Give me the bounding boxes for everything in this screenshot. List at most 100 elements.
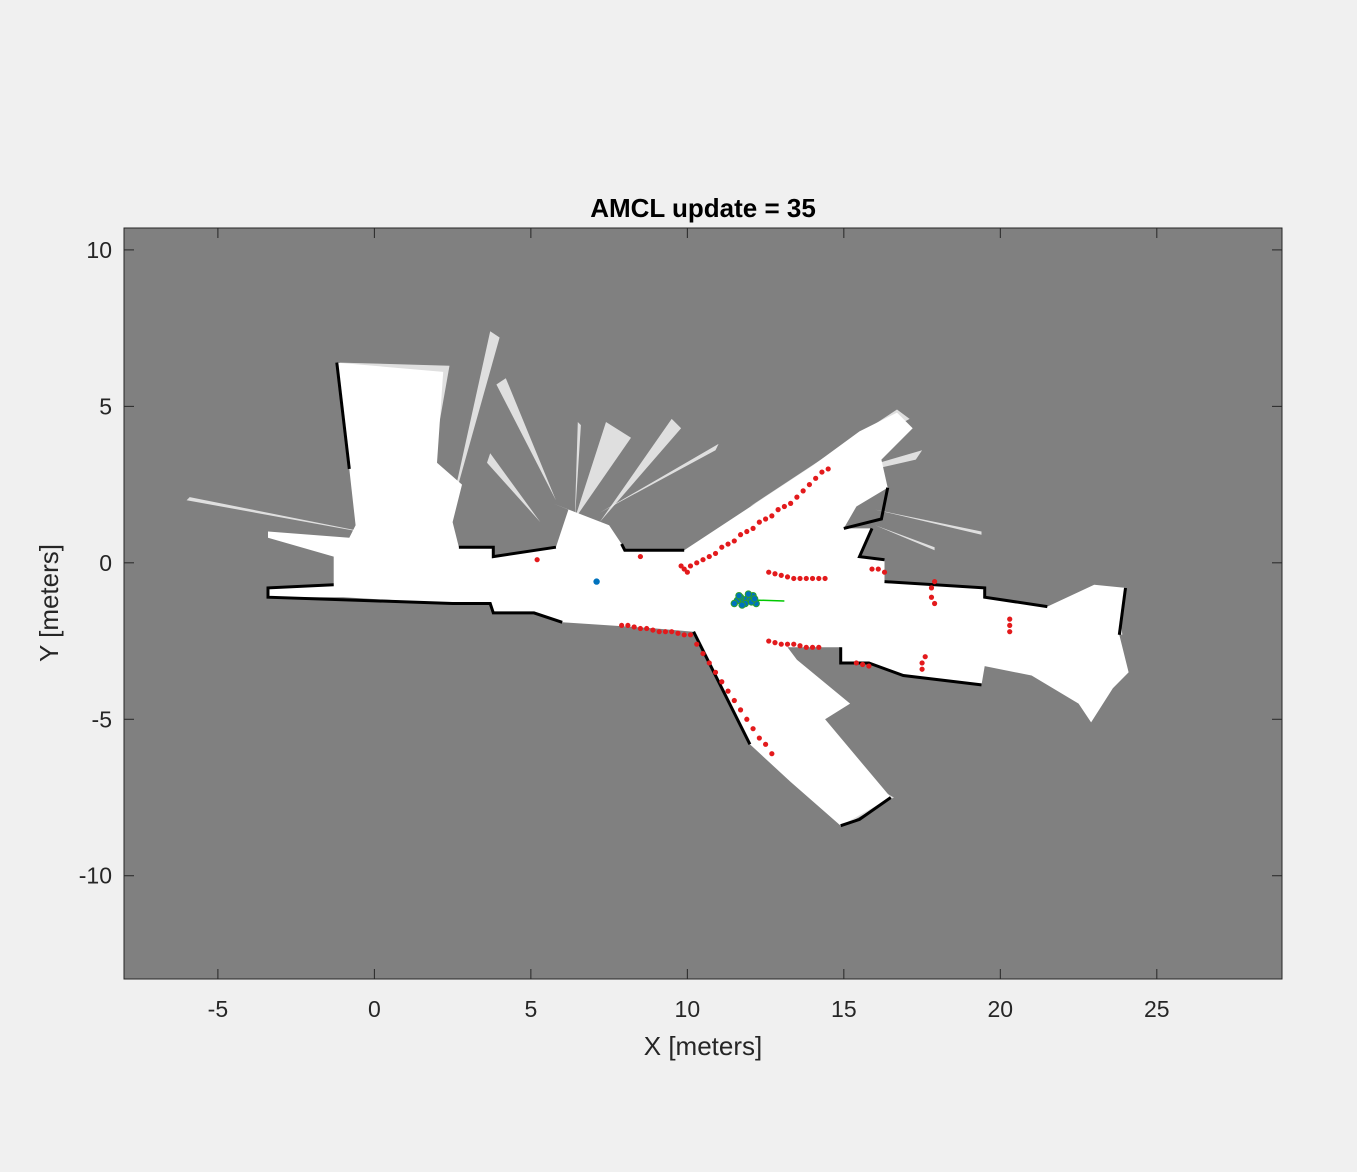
scan-point-47 [1007, 629, 1013, 635]
scan-point-32 [803, 575, 809, 582]
scan-point-16 [769, 513, 775, 519]
scan-point-49 [625, 622, 631, 629]
laser-scan-layer [534, 466, 1013, 757]
scan-point-3 [687, 563, 694, 569]
scan-point-8 [719, 544, 725, 550]
particle-9 [744, 590, 753, 598]
scan-point-85 [922, 654, 928, 660]
x-tick-label-5: 20 [988, 996, 1014, 1022]
obstacle-edge-9 [1117, 587, 1127, 635]
x-tick-label-2: 5 [524, 996, 537, 1022]
scan-point-39 [875, 566, 881, 572]
scan-point-64 [719, 679, 725, 685]
scan-point-29 [784, 574, 791, 580]
scan-point-18 [781, 503, 787, 510]
scan-point-74 [772, 640, 778, 646]
y-axis: -10 -5 0 5 10 [79, 237, 1282, 889]
scan-fan-2 [496, 378, 556, 501]
scan-fan-6 [599, 443, 719, 513]
scan-fan-10 [186, 497, 394, 538]
obstacle-edge-3 [335, 362, 351, 470]
scan-point-62 [706, 660, 712, 666]
occupancy-map [186, 331, 1129, 828]
x-axis: -5 0 5 10 15 20 25 [208, 228, 1170, 1022]
obstacle-edge-8 [843, 487, 890, 530]
scan-point-86 [919, 660, 925, 666]
scan-point-87 [919, 666, 925, 672]
scan-point-13 [750, 525, 756, 532]
scan-point-55 [662, 629, 669, 635]
scan-point-27 [772, 571, 778, 577]
scan-point-52 [644, 625, 650, 632]
scan-point-14 [756, 519, 762, 525]
scan-point-6 [706, 553, 712, 560]
particle-13 [750, 595, 759, 603]
x-tick-label-4: 15 [831, 996, 857, 1022]
scan-point-57 [675, 630, 681, 636]
particle-layer [593, 578, 785, 609]
y-axis-label: Y [meters] [34, 544, 64, 662]
scan-point-10 [731, 538, 737, 544]
scan-point-46 [1007, 622, 1013, 629]
scan-point-5 [700, 557, 706, 563]
scan-point-54 [656, 629, 662, 635]
scan-point-75 [778, 641, 784, 647]
scan-point-12 [744, 528, 750, 535]
plot-title: AMCL update = 35 [590, 193, 816, 223]
scan-point-28 [778, 572, 784, 578]
scan-point-20 [794, 494, 800, 500]
obstacle-edge-5 [884, 580, 1048, 609]
scan-point-70 [756, 735, 762, 741]
scan-point-63 [712, 669, 719, 675]
obstacle-edge-7 [692, 631, 752, 745]
y-tick-label-1: -5 [92, 706, 112, 732]
scan-fan-1 [449, 331, 500, 516]
scan-point-61 [700, 650, 706, 657]
scan-point-19 [788, 500, 794, 506]
scan-point-66 [731, 697, 737, 704]
x-tick-label-0: -5 [208, 996, 228, 1022]
scan-point-56 [669, 629, 675, 635]
scan-fan-5 [599, 418, 682, 523]
scan-point-65 [725, 688, 731, 694]
scan-point-42 [928, 585, 935, 591]
scan-point-15 [762, 516, 769, 522]
scan-point-73 [766, 638, 772, 644]
scan-point-72 [769, 751, 775, 757]
scan-point-51 [637, 625, 644, 632]
scan-point-31 [797, 575, 803, 582]
particle-10 [730, 599, 738, 608]
scan-point-48 [619, 622, 625, 629]
scan-point-4 [694, 560, 700, 566]
scan-point-25 [825, 466, 831, 472]
obstacle-edge-2 [458, 545, 557, 559]
obstacle-edge-10 [840, 796, 892, 828]
scan-point-30 [791, 575, 797, 582]
scan-point-53 [650, 627, 656, 633]
scan-point-80 [809, 644, 816, 650]
scan-point-26 [766, 569, 772, 575]
scan-point-24 [819, 469, 825, 475]
scan-point-76 [784, 641, 791, 647]
y-tick-label-2: 0 [99, 550, 112, 576]
x-tick-label-1: 0 [368, 996, 381, 1022]
scan-point-45 [1007, 616, 1013, 622]
y-tick-label-3: 5 [99, 393, 112, 419]
obstacle-edge-0 [266, 583, 563, 624]
scan-point-50 [631, 624, 637, 630]
scan-point-36 [534, 557, 540, 563]
scan-point-59 [687, 632, 694, 638]
particle-0 [593, 578, 600, 585]
scan-point-33 [809, 575, 816, 582]
scan-fan-3 [574, 422, 581, 523]
scan-fan-14 [875, 509, 982, 535]
scan-point-78 [797, 643, 803, 649]
scan-point-81 [816, 644, 822, 650]
scan-point-58 [681, 632, 687, 638]
plot-area [124, 228, 1282, 979]
free-space-0 [268, 362, 1129, 826]
scan-point-43 [928, 594, 935, 600]
scan-point-35 [822, 575, 828, 582]
obstacle-edge-4 [857, 527, 885, 562]
scan-point-7 [712, 550, 719, 557]
